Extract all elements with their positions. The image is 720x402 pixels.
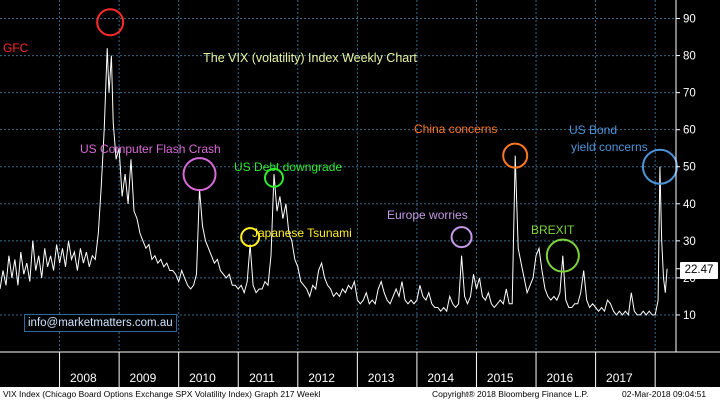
annotation-label: yield concerns [571, 140, 648, 154]
x-tick-label: 2012 [308, 371, 335, 385]
last-value-badge: 22.47 [680, 262, 718, 279]
chart-title: The VIX (volatility) Index Weekly Chart [203, 51, 417, 65]
annotation-label: US Debt downgrade [234, 160, 342, 174]
annotation-circle [450, 226, 473, 249]
y-tick-label: 30 [683, 236, 696, 248]
x-tick-label: 2011 [249, 371, 275, 385]
vix-line [0, 48, 668, 317]
y-tick-label: 50 [683, 162, 696, 174]
annotation-label: China concerns [414, 122, 497, 136]
footer-copyright: Copyright® 2018 Bloomberg Finance L.P. [432, 389, 589, 399]
footer-timestamp: 02-Mar-2018 09:04:51 [622, 389, 707, 399]
footer-source: VIX Index (Chicago Board Options Exchang… [3, 389, 321, 399]
y-tick-label: 60 [683, 125, 696, 137]
contact-email[interactable]: info@marketmatters.com.au [24, 314, 177, 332]
x-tick-label: 2017 [606, 371, 633, 385]
annotation-label: BREXIT [531, 223, 575, 237]
x-tick-label: 2008 [70, 371, 97, 385]
x-tick-label: 2015 [487, 371, 514, 385]
annotation-label: US Bond [569, 123, 617, 137]
y-tick-label: 70 [683, 88, 696, 100]
gridlines [0, 0, 676, 352]
annotation-circle [240, 227, 261, 248]
annotation-circle [545, 238, 580, 273]
annotation-circle [263, 167, 284, 188]
annotation-circle [96, 8, 125, 37]
annotation-label: GFC [3, 41, 29, 55]
y-tick-label: 10 [683, 310, 696, 322]
annotation-circle [502, 142, 529, 169]
annotation-label: US Computer Flash Crash [80, 142, 221, 156]
annotation-circle [182, 157, 217, 192]
y-tick-label: 80 [683, 51, 696, 63]
x-tick-label: 2010 [189, 371, 216, 385]
x-tick-label: 2016 [546, 371, 573, 385]
y-tick-label: 40 [683, 199, 696, 211]
annotation-label: Europe worries [387, 208, 468, 222]
y-tick-label: 90 [683, 14, 696, 26]
x-tick-label: 2009 [130, 371, 157, 385]
x-tick-label: 2013 [368, 371, 395, 385]
price-series [0, 48, 668, 317]
x-tick-label: 2014 [427, 371, 454, 385]
annotation-label: Japanese Tsunami [252, 226, 352, 240]
footer-bar: VIX Index (Chicago Board Options Exchang… [0, 387, 720, 402]
